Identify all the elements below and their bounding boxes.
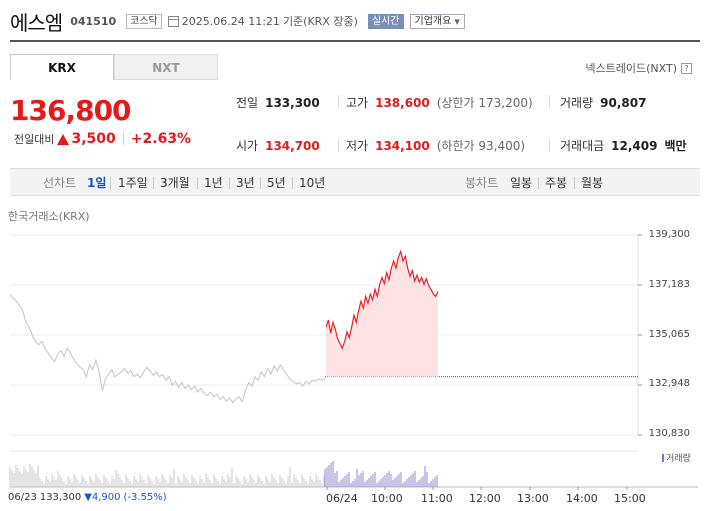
tab-nxt[interactable]: NXT (114, 54, 218, 80)
prev-day-close: 133,300 (39, 492, 82, 503)
basis-text: 기준(KRX 장중) (282, 15, 358, 28)
datetime: 2025.06.24 11:21 (181, 14, 280, 28)
current-price: 136,800 (10, 94, 132, 127)
period-bar: 선차트 1일 1주일 3개월 1년 3년 5년 10년 봉차트 일봉 주봉 월봉 (10, 168, 700, 196)
stat-label: 거래량 (560, 96, 594, 110)
caret-down-icon: ▼ (454, 17, 460, 26)
change-separator (122, 133, 124, 145)
series-line-prev-day (9, 293, 326, 404)
volume-legend: 거래량 (662, 451, 691, 464)
nxt-link-label: 넥스트레이드(NXT) (585, 62, 677, 75)
y-tick-label: 130,830 (648, 428, 690, 439)
stat-label: 고가 (346, 96, 369, 110)
stat-unit: 백만 (664, 139, 687, 153)
divider (338, 138, 339, 152)
candle-chart-label: 봉차트 (465, 176, 499, 190)
stat-amount: 거래대금 12,409 백만 (560, 137, 687, 154)
calendar-icon (167, 15, 179, 27)
stat-open: 시가 134,700 (236, 137, 320, 154)
divider (197, 177, 198, 189)
divider (229, 177, 230, 189)
stat-value: 138,600 (375, 95, 430, 110)
live-badge: 실시간 (367, 13, 404, 29)
stat-value: 90,807 (600, 95, 647, 110)
y-tick-label: 135,065 (648, 329, 690, 340)
divider (292, 177, 293, 189)
price-change: 전일대비 3,500 +2.63% (14, 131, 191, 147)
divider (110, 177, 111, 189)
x-tick-label: 13:00 (517, 492, 549, 505)
stat-high: 고가 138,600 (상한가 173,200) (346, 94, 533, 111)
datetime-info: 2025.06.24 11:21 기준(KRX 장중) (167, 13, 358, 29)
divider (260, 177, 261, 189)
divider (549, 95, 550, 109)
stat-label: 저가 (346, 139, 369, 153)
change-value: 3,500 (71, 131, 116, 147)
company-info-label: 기업개요 (414, 15, 452, 27)
up-triangle-icon (57, 133, 70, 145)
header-divider (10, 40, 700, 42)
x-tick-label: 15:00 (614, 492, 646, 505)
period-3y[interactable]: 3년 (236, 176, 255, 190)
volume-swatch (662, 453, 664, 462)
stat-value: 133,300 (265, 95, 320, 110)
x-tick-label: 12:00 (469, 492, 501, 505)
stat-value: 12,409 (611, 138, 658, 153)
stat-value: 134,700 (265, 138, 320, 153)
upper-limit: (상한가 173,200) (436, 96, 533, 110)
series-area-today (326, 251, 438, 377)
period-1w[interactable]: 1주일 (118, 176, 148, 190)
candle-daily[interactable]: 일봉 (510, 176, 533, 190)
x-tick-label: 11:00 (421, 492, 453, 505)
stat-label: 전일 (236, 96, 259, 110)
period-10y[interactable]: 10년 (299, 176, 326, 190)
y-tick-label: 132,948 (648, 378, 690, 389)
candle-monthly[interactable]: 월봉 (581, 176, 604, 190)
question-icon[interactable]: ? (681, 62, 692, 74)
stat-value: 134,100 (375, 138, 430, 153)
company-info-button[interactable]: 기업개요 ▼ (409, 13, 465, 29)
prev-day-summary: 06/23 133,300 ▼4,900 (-3.55%) (8, 492, 167, 503)
period-5y[interactable]: 5년 (267, 176, 286, 190)
candle-weekly[interactable]: 주봉 (545, 176, 568, 190)
exchange-label: 한국거래소(KRX) (8, 210, 90, 223)
stock-header: 에스엠 041510 코스닥 2025.06.24 11:21 기준(KRX 장… (10, 6, 700, 36)
stat-volume: 거래량 90,807 (560, 94, 646, 111)
divider (153, 177, 154, 189)
change-amount: 3,500 (57, 131, 116, 147)
prev-day-date: 06/23 (8, 492, 37, 503)
volume-label: 거래량 (666, 454, 691, 464)
stat-low: 저가 134,100 (하한가 93,400) (346, 137, 525, 154)
change-label: 전일대비 (14, 133, 55, 146)
x-tick-label: 06/24 (326, 492, 358, 505)
stat-label: 시가 (236, 139, 259, 153)
prev-day-change: ▼4,900 (84, 492, 121, 503)
divider (338, 95, 339, 109)
divider (549, 138, 550, 152)
market-tag: 코스닥 (126, 13, 162, 29)
series-line-today (325, 249, 439, 350)
divider (574, 177, 575, 189)
change-percent: +2.63% (130, 131, 192, 147)
stock-code: 041510 (70, 14, 117, 28)
tab-krx[interactable]: KRX (10, 54, 114, 80)
x-tick-label: 14:00 (566, 492, 598, 505)
stat-label: 거래대금 (560, 139, 605, 153)
period-1d[interactable]: 1일 (87, 176, 107, 190)
line-chart-label: 선차트 (43, 176, 77, 190)
prev-day-pct: (-3.55%) (123, 492, 167, 503)
nxt-link[interactable]: 넥스트레이드(NXT) ? (585, 60, 692, 76)
lower-limit: (하한가 93,400) (436, 139, 526, 153)
period-3m[interactable]: 3개월 (160, 176, 190, 190)
divider (538, 177, 539, 189)
stock-name: 에스엠 (10, 10, 63, 35)
period-1y[interactable]: 1년 (204, 176, 223, 190)
x-tick-label: 10:00 (371, 492, 403, 505)
y-tick-label: 139,300 (648, 229, 690, 240)
y-tick-label: 137,183 (648, 279, 690, 290)
stat-prev-close: 전일 133,300 (236, 94, 320, 111)
